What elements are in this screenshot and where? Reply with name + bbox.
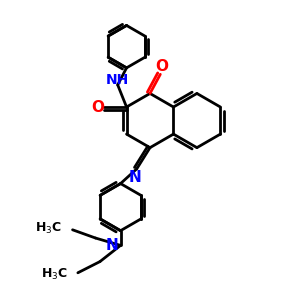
Text: NH: NH [106, 73, 129, 87]
Text: H$_3$C: H$_3$C [35, 221, 62, 236]
Text: O: O [155, 58, 168, 74]
Text: O: O [92, 100, 104, 115]
Text: H$_3$C: H$_3$C [41, 267, 68, 282]
Text: N: N [129, 169, 142, 184]
Text: N: N [106, 238, 119, 253]
